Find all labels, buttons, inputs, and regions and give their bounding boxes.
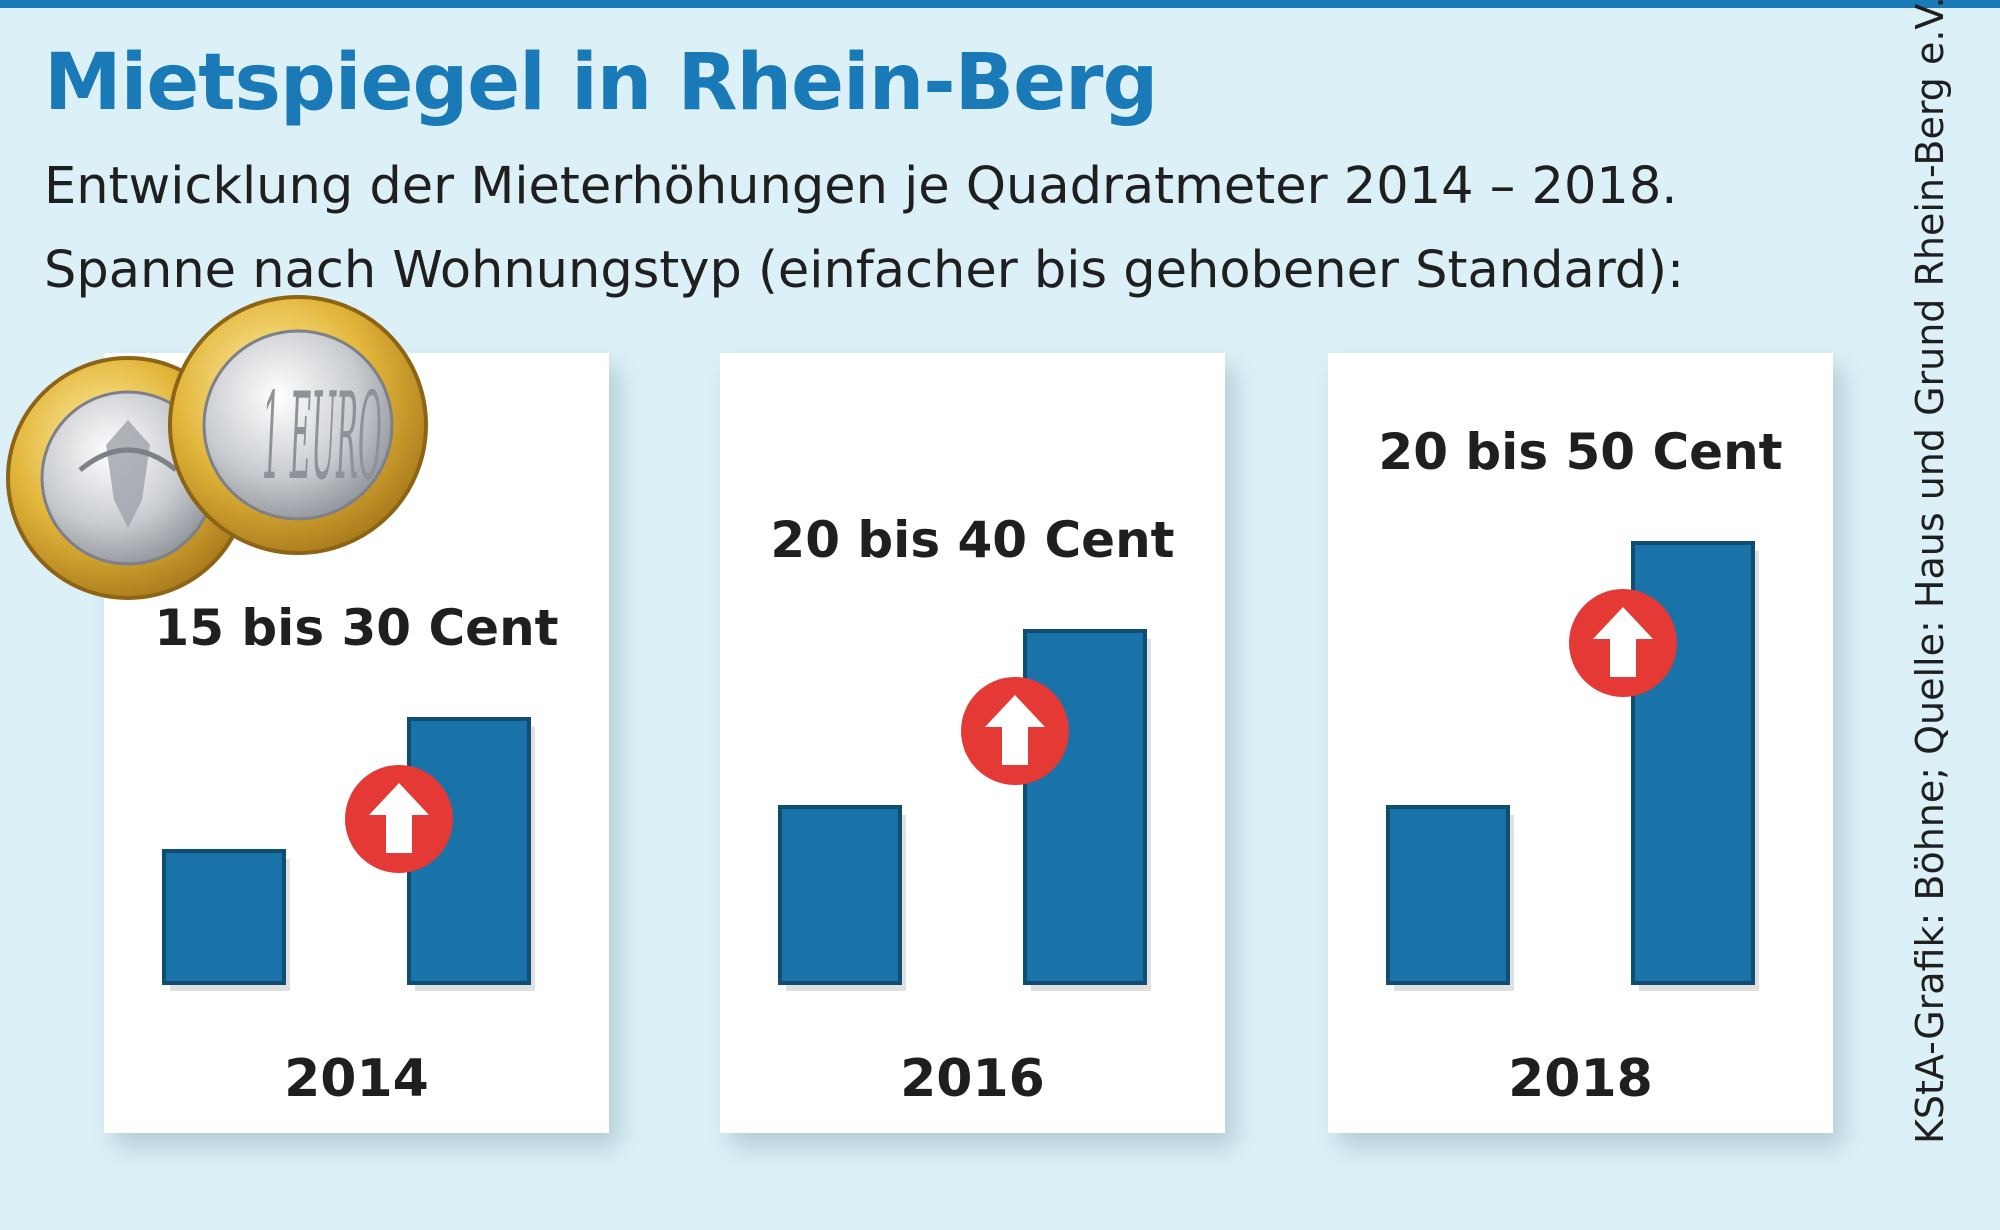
year-label-2016: 2016 — [900, 1049, 1045, 1109]
source-credit: KStA-Grafik: Böhne; Quelle: Haus und Gru… — [1908, 0, 1952, 1144]
bar-low-2018 — [1386, 805, 1510, 985]
arrow-shape — [369, 783, 429, 853]
year-panel-2014: 15 bis 30 Cent 2014 — [104, 353, 609, 1133]
euro-coins-illustration: 1 EURO — [6, 295, 428, 600]
year-panel-2018: 20 bis 50 Cent 2018 — [1328, 353, 1833, 1133]
year-label-2018: 2018 — [1508, 1049, 1653, 1109]
arrow-shape — [1593, 607, 1653, 677]
up-arrow-icon-2018 — [1569, 589, 1677, 697]
arrow-shape — [985, 695, 1045, 765]
subtitle-line-1: Entwicklung der Mieterhöhungen je Quadra… — [44, 157, 1678, 216]
bar-low-2016 — [778, 805, 902, 985]
up-arrow-icon-2016 — [961, 677, 1069, 785]
year-label-2014: 2014 — [284, 1049, 429, 1109]
top-rule — [0, 0, 2000, 8]
bars-2014 — [162, 717, 535, 991]
bars-2018 — [1386, 541, 1759, 991]
bars-2016 — [778, 629, 1151, 991]
bar-high-2016 — [1023, 629, 1147, 985]
up-arrow-icon-2014 — [345, 765, 453, 873]
range-label-2018: 20 bis 50 Cent — [1378, 423, 1783, 481]
subtitle-line-2: Spanne nach Wohnungstyp (einfacher bis g… — [44, 241, 1685, 300]
coin-value-text: 1 EURO — [262, 368, 382, 507]
chart-subtitle: Entwicklung der Mieterhöhungen je Quadra… — [44, 145, 1684, 313]
bar-low-2014 — [162, 849, 286, 985]
coin-front: 1 EURO — [168, 295, 428, 555]
chart-title: Mietspiegel in Rhein-Berg — [44, 38, 1158, 128]
year-panel-2016: 20 bis 40 Cent 2016 — [720, 353, 1225, 1133]
range-label-2014: 15 bis 30 Cent — [154, 599, 559, 657]
range-label-2016: 20 bis 40 Cent — [770, 511, 1175, 569]
